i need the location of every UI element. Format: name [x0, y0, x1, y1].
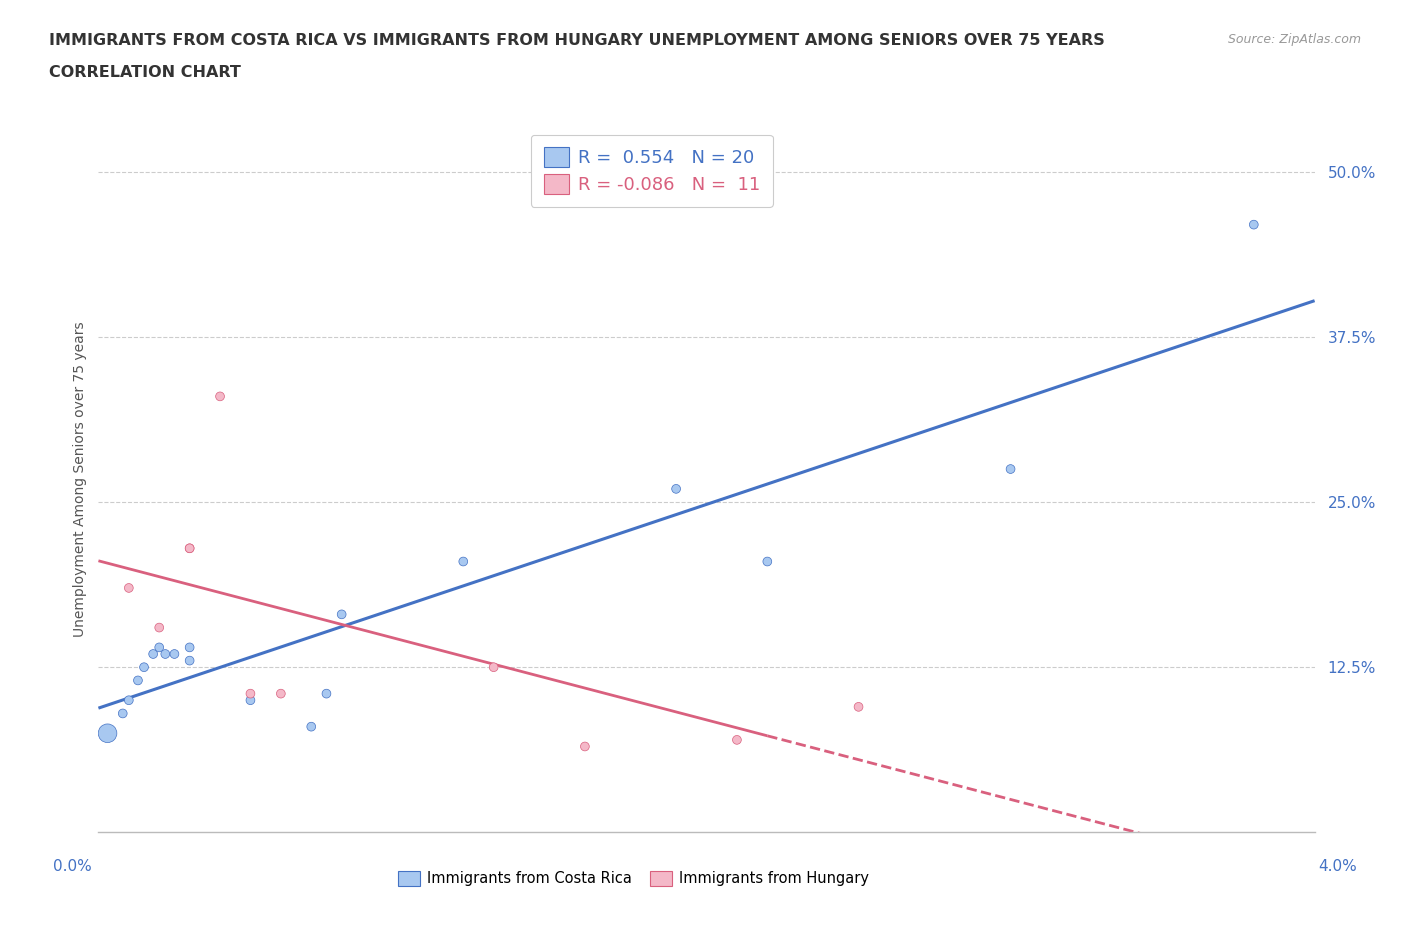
- Point: [96, 725, 118, 740]
- Text: Source: ZipAtlas.com: Source: ZipAtlas.com: [1227, 33, 1361, 46]
- Point: [179, 541, 201, 556]
- Point: [1243, 218, 1265, 232]
- Point: [111, 706, 134, 721]
- Text: IMMIGRANTS FROM COSTA RICA VS IMMIGRANTS FROM HUNGARY UNEMPLOYMENT AMONG SENIORS: IMMIGRANTS FROM COSTA RICA VS IMMIGRANTS…: [49, 33, 1105, 47]
- Y-axis label: Unemployment Among Seniors over 75 years: Unemployment Among Seniors over 75 years: [73, 321, 87, 637]
- Point: [574, 739, 596, 754]
- Point: [179, 640, 201, 655]
- Point: [148, 640, 170, 655]
- Point: [315, 686, 337, 701]
- Point: [330, 607, 353, 622]
- Point: [453, 554, 475, 569]
- Text: 0.0%: 0.0%: [53, 859, 93, 874]
- Point: [179, 653, 201, 668]
- Point: [163, 646, 186, 661]
- Point: [132, 659, 155, 674]
- Point: [270, 686, 292, 701]
- Point: [118, 693, 141, 708]
- Point: [725, 733, 748, 748]
- Point: [239, 693, 262, 708]
- Point: [142, 646, 165, 661]
- Point: [179, 541, 201, 556]
- Point: [482, 659, 505, 674]
- Point: [239, 686, 262, 701]
- Legend: Immigrants from Costa Rica, Immigrants from Hungary: Immigrants from Costa Rica, Immigrants f…: [392, 865, 875, 892]
- Point: [665, 482, 688, 497]
- Point: [148, 620, 170, 635]
- Point: [299, 719, 322, 734]
- Point: [155, 646, 177, 661]
- Text: CORRELATION CHART: CORRELATION CHART: [49, 65, 240, 80]
- Point: [756, 554, 779, 569]
- Point: [127, 673, 149, 688]
- Point: [209, 389, 232, 404]
- Text: 4.0%: 4.0%: [1317, 859, 1357, 874]
- Point: [848, 699, 870, 714]
- Point: [118, 580, 141, 595]
- Point: [1000, 461, 1022, 476]
